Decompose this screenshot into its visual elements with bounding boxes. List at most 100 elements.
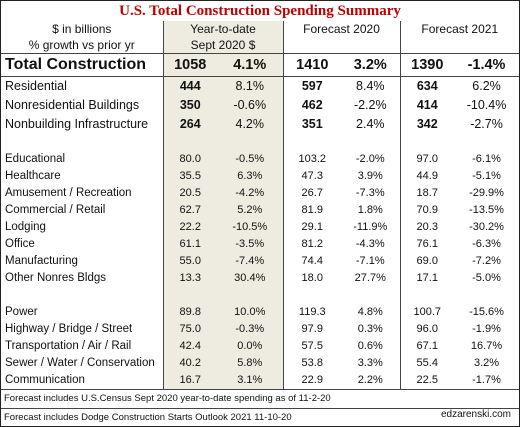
growth-cell xyxy=(341,287,400,304)
row-label xyxy=(1,134,163,151)
value-cell: 81.9 xyxy=(282,202,342,219)
header-growth: % growth vs prior yr xyxy=(1,37,163,54)
value-cell xyxy=(162,134,217,151)
infra-row: Sewer / Water / Conservation 40.2 5.8% 53.8… xyxy=(1,355,519,372)
growth-cell: 5.2% xyxy=(217,202,284,219)
row-label: Office xyxy=(5,238,35,250)
growth-cell xyxy=(217,287,284,304)
value-cell: 1390 xyxy=(399,53,455,77)
header-blank-2021 xyxy=(399,37,520,54)
growth-cell xyxy=(454,134,519,151)
footnote: Forecast includes Dodge Construction Sta… xyxy=(1,408,519,427)
value-cell: 70.9 xyxy=(399,202,455,219)
growth-cell: 5.8% xyxy=(217,355,284,372)
growth-cell: 16.7% xyxy=(470,340,503,352)
growth-cell: -1.9% xyxy=(472,323,501,335)
row-label: Residential xyxy=(5,79,67,93)
value-cell: 350 xyxy=(162,96,217,115)
growth-cell: -5.1% xyxy=(472,170,501,182)
row-label: Highway / Bridge / Street xyxy=(5,323,133,335)
infra-row: Transportation / Air / Rail 42.4 0.0% 57.5 0… xyxy=(1,338,519,355)
growth-cell: -10.4% xyxy=(466,98,507,112)
header-ytd: Year-to-date xyxy=(162,21,284,37)
growth-cell: -1.4% xyxy=(454,53,520,77)
row-label: Manufacturing xyxy=(5,255,78,267)
growth-cell: -7.1% xyxy=(355,255,385,267)
credit-text: edzarenski.com xyxy=(440,409,511,420)
row-label: Sewer / Water / Conservation xyxy=(5,357,155,369)
table-title: U.S. Total Construction Spending Summary xyxy=(119,3,401,19)
growth-cell: -2.7% xyxy=(470,117,503,131)
growth-cell: -15.6% xyxy=(469,306,504,318)
growth-cell: -10.5% xyxy=(217,219,284,236)
value-cell: 44.9 xyxy=(399,168,455,185)
growth-cell: -11.9% xyxy=(353,221,388,233)
row-label: Commercial / Retail xyxy=(5,204,106,216)
header-forecast-2020: Forecast 2020 xyxy=(282,21,401,37)
growth-cell: -0.5% xyxy=(217,151,284,168)
value-cell: 55.4 xyxy=(399,355,455,372)
value-cell: 80.0 xyxy=(162,151,217,168)
row-label: Lodging xyxy=(5,221,46,233)
header-ytd-period: Sept 2020 $ xyxy=(162,37,284,54)
value-cell: 13.3 xyxy=(162,270,217,287)
row-label: Nonbuilding Infrastructure xyxy=(5,117,149,131)
growth-cell: -0.3% xyxy=(217,321,284,338)
row-label: Healthcare xyxy=(5,170,61,182)
value-cell: 634 xyxy=(399,76,455,96)
growth-cell: 3.1% xyxy=(217,372,284,389)
growth-cell: -30.2% xyxy=(469,221,504,233)
major-row: Nonbuilding Infrastructure 264 4.2% 351 2.4%… xyxy=(1,115,519,134)
nonres-row: Healthcare 35.5 6.3% 47.3 3.9% 44.9 -5.1% xyxy=(1,168,519,185)
major-row: Nonresidential Buildings 350 -0.6% 462 -2.2%… xyxy=(1,96,519,115)
growth-cell: -7.4% xyxy=(217,253,284,270)
growth-cell: -5.0% xyxy=(472,272,501,284)
value-cell: 17.1 xyxy=(399,270,455,287)
value-cell: 29.1 xyxy=(282,219,342,236)
value-cell: 444 xyxy=(162,76,217,96)
value-cell: 47.3 xyxy=(282,168,342,185)
value-cell: 119.3 xyxy=(282,304,342,321)
row-label: Educational xyxy=(5,153,66,165)
growth-cell: 0.3% xyxy=(357,323,383,335)
spending-table: $ in billions Year-to-date Forecast 2020… xyxy=(1,21,520,389)
value-cell: 22.5 xyxy=(399,372,455,389)
value-cell: 26.7 xyxy=(282,185,342,202)
infra-row: Power 89.8 10.0% 119.3 4.8% 100.7 -15.6% xyxy=(1,304,519,321)
infra-row: Highway / Bridge / Street 75.0 -0.3% 97.9 0.… xyxy=(1,321,519,338)
value-cell xyxy=(282,134,342,151)
value-cell: 597 xyxy=(282,76,342,96)
growth-cell: 0.6% xyxy=(357,340,383,352)
value-cell: 1058 xyxy=(162,53,217,77)
growth-cell: 4.1% xyxy=(217,53,284,77)
value-cell: 61.1 xyxy=(162,236,217,253)
value-cell: 18.7 xyxy=(399,185,455,202)
value-cell: 42.4 xyxy=(162,338,217,355)
spacer-row xyxy=(1,287,519,304)
value-cell: 20.3 xyxy=(399,219,455,236)
header-units: $ in billions xyxy=(52,22,112,36)
growth-cell: -6.1% xyxy=(472,153,501,165)
growth-cell: 6.3% xyxy=(217,168,284,185)
nonres-row: Commercial / Retail 62.7 5.2% 81.9 1.8% 70.9 -… xyxy=(1,202,519,219)
value-cell: 40.2 xyxy=(162,355,217,372)
growth-cell: 8.1% xyxy=(217,76,284,96)
growth-cell: 3.2% xyxy=(341,53,401,77)
growth-cell: 2.2% xyxy=(357,374,383,386)
value-cell: 62.7 xyxy=(162,202,217,219)
growth-cell: 3.3% xyxy=(357,357,383,369)
growth-cell xyxy=(217,134,284,151)
value-cell: 76.1 xyxy=(399,236,455,253)
growth-cell xyxy=(341,134,400,151)
value-cell: 414 xyxy=(399,96,455,115)
row-label: Amusement / Recreation xyxy=(5,187,132,199)
value-cell: 264 xyxy=(162,115,217,134)
nonres-row: Other Nonres Bldgs 13.3 30.4% 18.0 27.7% 17.1… xyxy=(1,270,519,287)
value-cell: 351 xyxy=(282,115,342,134)
growth-cell: -2.0% xyxy=(355,153,385,165)
major-row: Residential 444 8.1% 597 8.4% 634 6.2% xyxy=(1,76,519,96)
growth-cell: 27.7% xyxy=(354,272,386,284)
growth-cell: 0.0% xyxy=(217,338,284,355)
growth-cell: -13.5% xyxy=(469,204,504,216)
